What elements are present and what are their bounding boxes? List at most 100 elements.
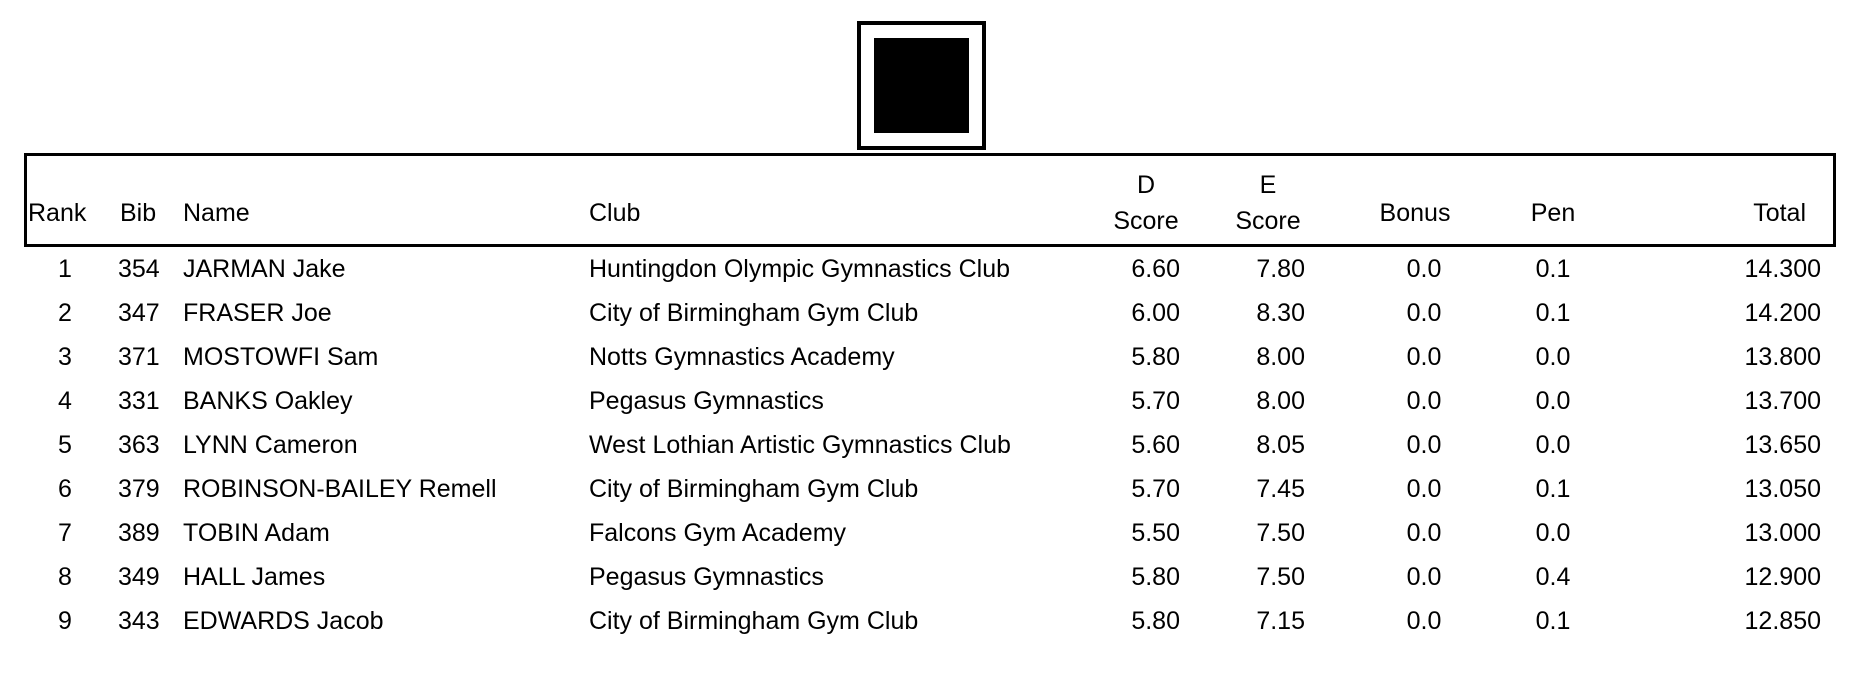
cell-name: ROBINSON-BAILEY Remell	[183, 475, 497, 503]
cell-rank: 8	[58, 563, 72, 591]
table-row: 3 371 MOSTOWFI Sam Notts Gymnastics Academy…	[0, 342, 1868, 386]
cell-name: MOSTOWFI Sam	[183, 343, 379, 371]
cell-rank: 5	[58, 431, 72, 459]
cell-total: 12.850	[1744, 607, 1821, 635]
cell-total: 12.900	[1744, 563, 1821, 591]
table-row: 5 363 LYNN Cameron West Lothian Artistic Gy…	[0, 430, 1868, 474]
cell-pen: 0.0	[1535, 431, 1571, 459]
cell-total: 13.050	[1744, 475, 1821, 503]
cell-e: 8.05	[1256, 431, 1305, 459]
cell-pen: 0.1	[1535, 475, 1571, 503]
cell-d: 5.80	[1131, 607, 1180, 635]
cell-total: 13.650	[1744, 431, 1821, 459]
cell-pen: 0.0	[1535, 387, 1571, 415]
cell-rank: 9	[58, 607, 72, 635]
header-e-score-line2: Score	[1235, 207, 1301, 235]
cell-bonus: 0.0	[1406, 475, 1442, 503]
table-row: 7 389 TOBIN Adam Falcons Gym Academy 5.50 7.5…	[0, 518, 1868, 562]
cell-pen: 0.1	[1535, 255, 1571, 283]
cell-bonus: 0.0	[1406, 431, 1442, 459]
cell-bib: 347	[118, 299, 160, 327]
cell-pen: 0.1	[1535, 607, 1571, 635]
cell-total: 13.700	[1744, 387, 1821, 415]
header-d-score-line2: Score	[1113, 207, 1179, 235]
table-row: 8 349 HALL James Pegasus Gymnastics 5.80 7.50…	[0, 562, 1868, 606]
cell-club: Pegasus Gymnastics	[589, 563, 824, 591]
logo-image	[857, 21, 986, 150]
cell-bonus: 0.0	[1406, 563, 1442, 591]
header-pen: Pen	[1530, 199, 1576, 227]
cell-d: 6.00	[1131, 299, 1180, 327]
cell-e: 7.80	[1256, 255, 1305, 283]
header-bonus: Bonus	[1379, 199, 1451, 227]
cell-club: Falcons Gym Academy	[589, 519, 847, 547]
cell-rank: 7	[58, 519, 72, 547]
cell-bonus: 0.0	[1406, 299, 1442, 327]
header-rank: Rank	[28, 199, 87, 227]
cell-e: 7.15	[1256, 607, 1305, 635]
table-row: 4 331 BANKS Oakley Pegasus Gymnastics 5.70 8.…	[0, 386, 1868, 430]
cell-name: JARMAN Jake	[183, 255, 346, 283]
cell-e: 8.00	[1256, 387, 1305, 415]
header-total: Total	[1753, 199, 1806, 227]
cell-total: 13.000	[1744, 519, 1821, 547]
cell-bib: 331	[118, 387, 160, 415]
cell-name: BANKS Oakley	[183, 387, 353, 415]
cell-total: 14.200	[1744, 299, 1821, 327]
cell-d: 5.70	[1131, 475, 1180, 503]
cell-bib: 343	[118, 607, 160, 635]
cell-rank: 6	[58, 475, 72, 503]
table-header-box	[24, 153, 1836, 247]
cell-total: 14.300	[1744, 255, 1821, 283]
table-row: 1 354 JARMAN Jake Huntingdon Olympic Gymnas…	[0, 254, 1868, 298]
cell-club: Notts Gymnastics Academy	[589, 343, 895, 371]
cell-name: HALL James	[183, 563, 326, 591]
cell-bonus: 0.0	[1406, 343, 1442, 371]
logo-square	[874, 38, 969, 133]
cell-bib: 349	[118, 563, 160, 591]
header-d-score-line1: D	[1136, 171, 1156, 199]
cell-club: City of Birmingham Gym Club	[589, 299, 919, 327]
cell-club: Huntingdon Olympic Gymnastics Club	[589, 255, 1010, 283]
cell-bib: 363	[118, 431, 160, 459]
cell-name: FRASER Joe	[183, 299, 332, 327]
cell-e: 8.30	[1256, 299, 1305, 327]
cell-e: 8.00	[1256, 343, 1305, 371]
header-e-score-line1: E	[1259, 171, 1277, 199]
cell-bonus: 0.0	[1406, 519, 1442, 547]
cell-d: 6.60	[1131, 255, 1180, 283]
header-bib: Bib	[120, 199, 157, 227]
cell-rank: 1	[58, 255, 72, 283]
cell-d: 5.50	[1131, 519, 1180, 547]
cell-d: 5.80	[1131, 343, 1180, 371]
cell-pen: 0.0	[1535, 343, 1571, 371]
cell-bonus: 0.0	[1406, 607, 1442, 635]
table-row: 9 343 EDWARDS Jacob City of Birmingham Gym …	[0, 606, 1868, 650]
table-row: 6 379 ROBINSON-BAILEY Remell City of Birmin…	[0, 474, 1868, 518]
cell-club: City of Birmingham Gym Club	[589, 475, 919, 503]
header-club: Club	[589, 199, 641, 227]
cell-bib: 354	[118, 255, 160, 283]
cell-name: TOBIN Adam	[183, 519, 330, 547]
cell-bib: 389	[118, 519, 160, 547]
table-row: 2 347 FRASER Joe City of Birmingham Gym Clu…	[0, 298, 1868, 342]
cell-name: LYNN Cameron	[183, 431, 358, 459]
cell-pen: 0.1	[1535, 299, 1571, 327]
cell-club: West Lothian Artistic Gymnastics Club	[589, 431, 1011, 459]
cell-pen: 0.0	[1535, 519, 1571, 547]
cell-club: Pegasus Gymnastics	[589, 387, 824, 415]
cell-club: City of Birmingham Gym Club	[589, 607, 919, 635]
cell-d: 5.70	[1131, 387, 1180, 415]
cell-rank: 3	[58, 343, 72, 371]
cell-d: 5.60	[1131, 431, 1180, 459]
cell-e: 7.50	[1256, 519, 1305, 547]
cell-bonus: 0.0	[1406, 255, 1442, 283]
cell-e: 7.50	[1256, 563, 1305, 591]
cell-total: 13.800	[1744, 343, 1821, 371]
cell-name: EDWARDS Jacob	[183, 607, 384, 635]
cell-bib: 379	[118, 475, 160, 503]
cell-bonus: 0.0	[1406, 387, 1442, 415]
cell-rank: 2	[58, 299, 72, 327]
cell-rank: 4	[58, 387, 72, 415]
cell-d: 5.80	[1131, 563, 1180, 591]
